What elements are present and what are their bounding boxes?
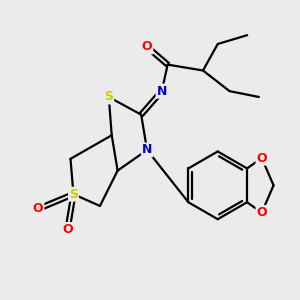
- Text: S: S: [104, 91, 113, 103]
- Text: N: N: [142, 143, 152, 157]
- Text: O: O: [256, 206, 267, 219]
- Text: N: N: [157, 85, 167, 98]
- Text: S: S: [69, 188, 78, 201]
- Text: O: O: [62, 223, 73, 236]
- Text: O: O: [33, 202, 44, 215]
- Text: O: O: [256, 152, 267, 165]
- Text: O: O: [142, 40, 152, 53]
